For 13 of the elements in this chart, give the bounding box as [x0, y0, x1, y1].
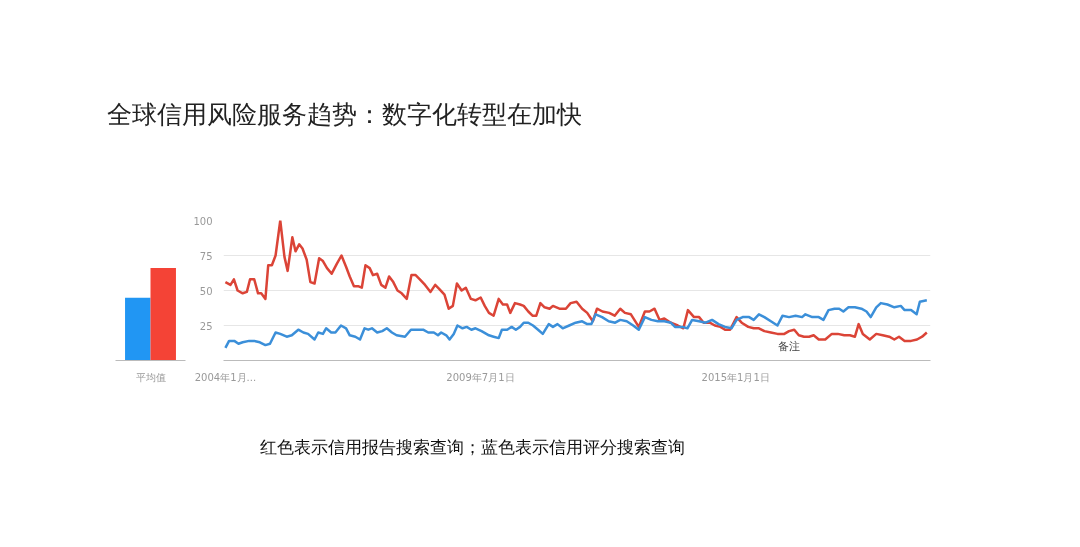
y-tick-label: 75: [199, 250, 213, 262]
y-tick-label: 50: [199, 285, 213, 297]
chart-title: 全球信用风险服务趋势：数字化转型在加快: [107, 99, 582, 131]
x-tick-label: 平均值: [135, 371, 166, 383]
y-tick-label: 25: [199, 320, 213, 332]
line-series: [224, 299, 929, 350]
x-tick-label: 2015年1月1日: [701, 371, 770, 383]
y-tick-label: 100: [193, 215, 213, 227]
x-tick-label: 2004年1月...: [194, 371, 257, 383]
annotation: 备注: [777, 339, 800, 353]
x-tick-label: 2009年7月1日: [446, 371, 515, 383]
text: 红色表示信用报告搜索查询；蓝色表示信用评分搜索查询: [260, 436, 685, 459]
line-series: [224, 220, 929, 343]
